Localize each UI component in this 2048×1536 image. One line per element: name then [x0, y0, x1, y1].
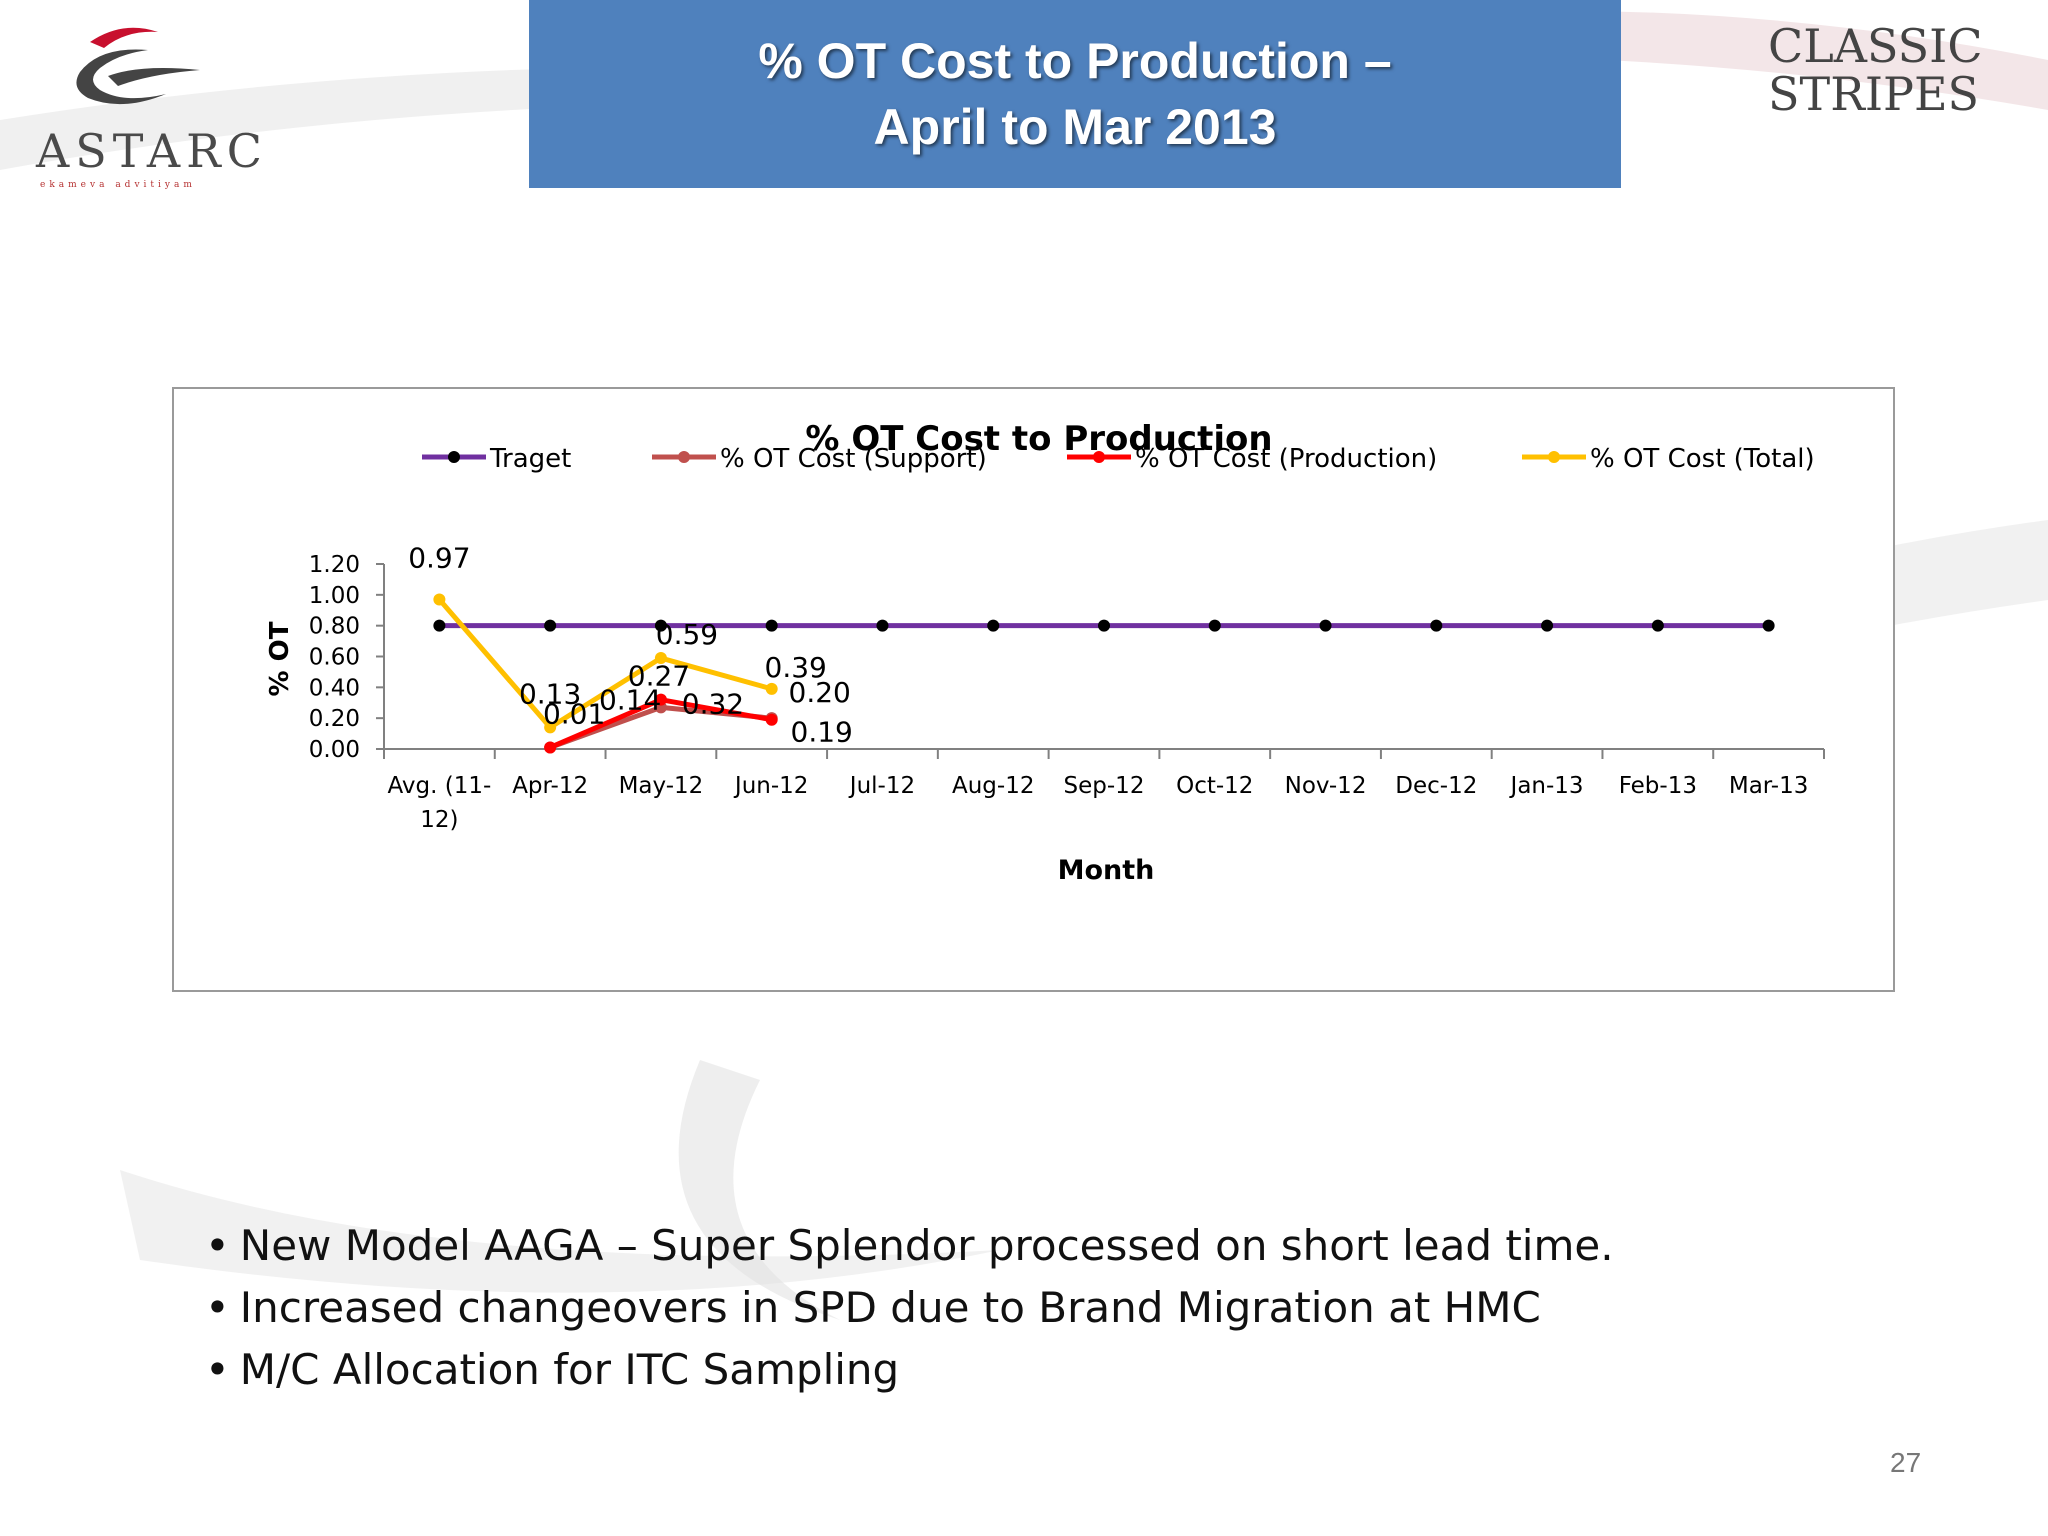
legend-swatch-marker [1093, 451, 1105, 463]
x-tick-label: Nov-12 [1285, 773, 1367, 799]
astarc-tagline: ekameva advitiyam [40, 180, 196, 190]
bullet-item: Increased changeovers in SPD due to Bran… [205, 1277, 1614, 1339]
series-3-point [654, 652, 667, 665]
series-0-point [1762, 619, 1775, 632]
y-tick-label: 0.00 [309, 737, 360, 763]
astarc-logo-text: ASTARC [36, 124, 268, 178]
x-tick-label: Sep-12 [1064, 773, 1145, 799]
logo-right-line1: CLASSIC [1768, 19, 1983, 73]
chart-frame: Traget % OT Cost (Support) % OT Cost (Prod… [172, 387, 1895, 992]
y-tick-label: 0.40 [309, 675, 360, 701]
logo-right-line2: STRIPES [1768, 67, 1980, 121]
x-tick-label: Oct-12 [1176, 773, 1253, 799]
bullet-item: New Model AAGA – Super Splendor processe… [205, 1215, 1614, 1277]
astarc-logo: ASTARC ekameva advitiyam [30, 20, 262, 195]
series-0-point [1208, 619, 1221, 632]
series-0-point [876, 619, 889, 632]
page-number: 27 [1890, 1447, 1922, 1478]
series-0-point [1430, 619, 1443, 632]
series-3-line [437, 597, 773, 730]
line-chart: Traget % OT Cost (Support) % OT Cost (Prod… [265, 419, 1825, 886]
y-tick-label: 1.20 [309, 552, 360, 578]
astarc-emblem-icon [76, 27, 200, 105]
x-tick-label: Avg. (11-12) [388, 773, 492, 833]
classic-stripes-logo: CLASSIC STRIPES [1768, 22, 2008, 118]
legend-swatch-marker [1548, 451, 1560, 463]
data-label: 0.27 [628, 659, 690, 692]
slide-title-box: % OT Cost to Production – April to Mar 2… [529, 0, 1621, 188]
series-0-point [987, 619, 1000, 632]
legend-label: Traget [489, 444, 571, 474]
series-0-point [1541, 619, 1554, 632]
y-tick-label: 0.20 [309, 706, 360, 732]
series-0-point [433, 619, 446, 632]
data-label: 0.32 [682, 688, 744, 721]
slide-title-line2: April to Mar 2013 [873, 99, 1277, 155]
legend-label: % OT Cost (Support) [720, 444, 987, 474]
data-label: 0.20 [789, 676, 851, 709]
data-label: 0.01 [543, 697, 605, 730]
chart-data-labels: 0.01 0.27 0.20 0.32 0.19 0.97 0.13 0.59 0.39 0.14 [408, 541, 853, 748]
series-2-point [654, 693, 667, 706]
x-tick-label: Dec-12 [1395, 773, 1477, 799]
series-0-point [1651, 619, 1664, 632]
y-tick-label: 1.00 [309, 583, 360, 609]
x-tick-label: Jul-12 [848, 773, 915, 799]
slide-title-line1: % OT Cost to Production – [758, 33, 1392, 89]
chart-legend: Traget % OT Cost (Support) % OT Cost (Prod… [422, 444, 1815, 474]
data-label: 0.59 [656, 618, 718, 651]
y-tick-label: 0.80 [309, 614, 360, 640]
y-axis-title: % OT [265, 621, 295, 696]
series-0-point [765, 619, 778, 632]
series-3-point [765, 682, 778, 695]
bullet-item: M/C Allocation for ITC Sampling [205, 1339, 1614, 1401]
series-2-point [765, 713, 778, 726]
series-0-point [544, 619, 557, 632]
x-tick-label: Feb-13 [1619, 773, 1697, 799]
x-tick-label: Apr-12 [512, 773, 588, 799]
series-2-point [544, 741, 557, 754]
x-tick-label: Jun-12 [733, 773, 809, 799]
data-label: 0.14 [599, 684, 661, 717]
legend-swatch-marker [678, 451, 690, 463]
series-0-point [1319, 619, 1332, 632]
x-tick-label: Jan-13 [1509, 773, 1584, 799]
series-0-point [1098, 619, 1110, 632]
data-label: 0.13 [519, 677, 581, 710]
bullet-list: New Model AAGA – Super Splendor processe… [205, 1215, 1614, 1401]
legend-label: % OT Cost (Production) [1135, 444, 1437, 474]
data-label: 0.97 [408, 541, 470, 574]
series-3-point [544, 721, 557, 734]
x-tick-label: Mar-13 [1729, 773, 1809, 799]
chart-series [433, 593, 1775, 754]
legend-swatch-marker [448, 451, 460, 463]
x-tick-label: Aug-12 [952, 773, 1034, 799]
data-label: 0.39 [765, 651, 827, 684]
series-3-point [433, 593, 446, 606]
series-0-point [654, 619, 667, 632]
y-tick-label: 0.60 [309, 645, 360, 671]
data-label: 0.19 [791, 716, 853, 749]
chart-title: % OT Cost to Production [805, 419, 1272, 459]
legend-label: % OT Cost (Total) [1590, 444, 1815, 474]
chart-axes: 0.00 0.20 0.40 0.60 0.80 1.00 1.20 Avg. (11-12)… [309, 552, 1825, 833]
x-tick-label: May-12 [619, 773, 704, 799]
x-axis-title: Month [1058, 855, 1155, 886]
